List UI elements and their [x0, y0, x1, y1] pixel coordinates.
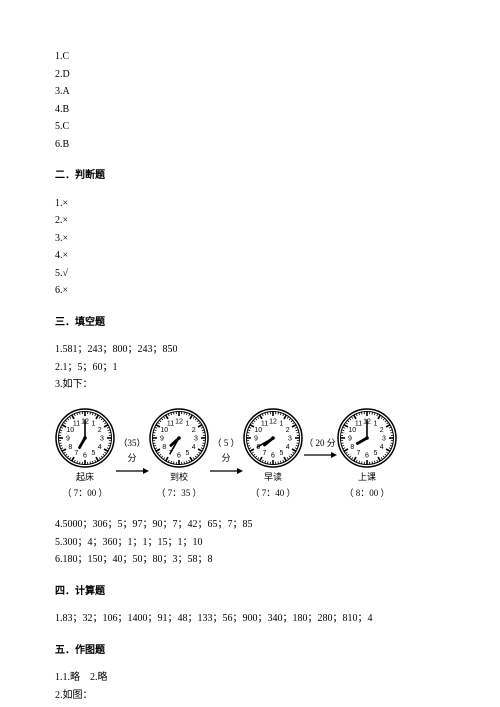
duration-label: （35）分 [115, 436, 149, 468]
svg-text:10: 10 [348, 426, 356, 433]
svg-text:5: 5 [280, 450, 284, 457]
clock-label: 起床 [76, 470, 94, 486]
answer-line: 1.1.略 2.略 [55, 669, 445, 687]
section-5-title: 五．作图题 [55, 642, 445, 660]
svg-text:3: 3 [288, 435, 292, 442]
section-4-title: 四．计算题 [55, 583, 445, 601]
answer-line: 6.180；150；40；50；80；3；58；8 [55, 551, 445, 569]
duration-label: （ 5 ）分 [209, 436, 243, 468]
clock-diagram: 121234567891011起床（ 7：00 ）（35）分1212345678… [55, 408, 445, 503]
section-1-answers: 1.C2.D3.A4.B5.C6.B [55, 48, 445, 153]
svg-text:5: 5 [374, 450, 378, 457]
clock-label: 到校 [170, 470, 188, 486]
section-3-lines: 1.581；243；800；243；8502.1；5；60；13.如下： [55, 341, 445, 394]
clock-unit: 121234567891011起床（ 7：00 ） [55, 408, 115, 503]
svg-text:12: 12 [269, 418, 277, 425]
section-2-title: 二．判断题 [55, 167, 445, 185]
svg-text:1: 1 [186, 420, 190, 427]
svg-text:7: 7 [75, 450, 79, 457]
svg-text:10: 10 [66, 426, 74, 433]
answer-line: 5.C [55, 118, 445, 136]
svg-text:4: 4 [98, 443, 102, 450]
answer-line: 1.581；243；800；243；850 [55, 341, 445, 359]
clock-label: 上课 [358, 470, 376, 486]
answer-line: 2.1；5；60；1 [55, 359, 445, 377]
clock-time: （ 8：00 ） [344, 486, 389, 502]
answer-line: 2.如图： [55, 687, 445, 705]
svg-text:6: 6 [83, 452, 87, 459]
svg-text:12: 12 [175, 418, 183, 425]
answer-line: 5.300；4；360；1；1；15；1；10 [55, 534, 445, 552]
svg-text:3: 3 [382, 435, 386, 442]
duration-arrow: （35）分 [115, 436, 149, 476]
answer-line: 3.× [55, 230, 445, 248]
svg-text:11: 11 [355, 420, 362, 427]
section-5-lines: 1.1.略 2.略2.如图： [55, 669, 445, 704]
section-2-answers: 1.×2.×3.×4.×5.√6.× [55, 195, 445, 300]
svg-text:1: 1 [280, 420, 284, 427]
svg-text:10: 10 [160, 426, 168, 433]
svg-text:11: 11 [167, 420, 174, 427]
svg-text:8: 8 [68, 443, 72, 450]
svg-text:9: 9 [348, 435, 352, 442]
svg-text:11: 11 [73, 420, 80, 427]
svg-text:9: 9 [160, 435, 164, 442]
answer-line: 6.B [55, 136, 445, 154]
svg-text:7: 7 [357, 450, 361, 457]
clock-unit: 121234567891011上课（ 8：00 ） [337, 408, 397, 503]
duration-arrow: （ 5 ）分 [209, 436, 243, 476]
svg-text:4: 4 [192, 443, 196, 450]
svg-text:2: 2 [98, 426, 102, 433]
svg-text:5: 5 [186, 450, 190, 457]
answer-line: 4.B [55, 101, 445, 119]
answer-line: 4.× [55, 247, 445, 265]
svg-text:6: 6 [365, 452, 369, 459]
section-3-lines-cont: 4.5000；306；5；97；90；7；42；65；7；855.300；4；3… [55, 516, 445, 569]
svg-text:9: 9 [254, 435, 258, 442]
svg-text:2: 2 [286, 426, 290, 433]
answer-line: 1.83；32；106；1400；91；48；133；56；900；340；18… [55, 610, 445, 628]
svg-text:10: 10 [254, 426, 262, 433]
svg-text:7: 7 [263, 450, 267, 457]
svg-text:1: 1 [374, 420, 378, 427]
svg-text:6: 6 [177, 452, 181, 459]
answer-line: 5.√ [55, 265, 445, 283]
svg-text:1: 1 [92, 420, 96, 427]
section-3-title: 三．填空题 [55, 314, 445, 332]
svg-text:8: 8 [162, 443, 166, 450]
answer-line: 4.5000；306；5；97；90；7；42；65；7；85 [55, 516, 445, 534]
duration-label: （ 20 分 [303, 436, 337, 452]
svg-text:3: 3 [194, 435, 198, 442]
answer-line: 3.如下： [55, 376, 445, 394]
answer-line: 6.× [55, 282, 445, 300]
answer-line: 1.× [55, 195, 445, 213]
clock-unit: 121234567891011早读（ 7：40 ） [243, 408, 303, 503]
svg-text:11: 11 [261, 420, 268, 427]
clock-time: （ 7：00 ） [62, 486, 107, 502]
svg-text:9: 9 [66, 435, 70, 442]
svg-text:8: 8 [350, 443, 354, 450]
answer-line: 3.A [55, 83, 445, 101]
clock-unit: 121234567891011到校（ 7：35 ） [149, 408, 209, 503]
svg-text:4: 4 [286, 443, 290, 450]
answer-line: 2.× [55, 212, 445, 230]
section-4-lines: 1.83；32；106；1400；91；48；133；56；900；340；18… [55, 610, 445, 628]
answer-line: 1.C [55, 48, 445, 66]
clock-time: （ 7：40 ） [250, 486, 295, 502]
duration-arrow: （ 20 分 [303, 436, 337, 460]
clock-time: （ 7：35 ） [156, 486, 201, 502]
svg-text:3: 3 [100, 435, 104, 442]
svg-text:5: 5 [92, 450, 96, 457]
answer-line: 2.D [55, 66, 445, 84]
clock-label: 早读 [264, 470, 282, 486]
svg-text:2: 2 [380, 426, 384, 433]
svg-text:6: 6 [271, 452, 275, 459]
svg-text:2: 2 [192, 426, 196, 433]
svg-text:4: 4 [380, 443, 384, 450]
